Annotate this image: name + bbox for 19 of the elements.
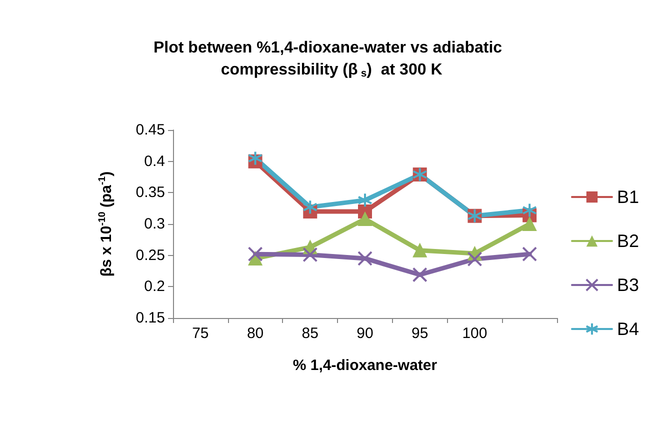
legend-label: B2 <box>616 231 640 251</box>
y-tick-label: 0.45 <box>136 122 165 138</box>
x-axis-title: % 1,4-dioxane-water <box>292 357 438 374</box>
y-tick-label: 0.15 <box>136 310 165 326</box>
y-tick-label: 0.4 <box>144 152 165 170</box>
x-tick-label: 95 <box>412 325 428 342</box>
x-tick-label: 75 <box>192 325 209 342</box>
y-tick-label: 0.3 <box>144 216 165 232</box>
x-tick-label: 80 <box>246 325 264 342</box>
legend-label: B4 <box>616 319 640 339</box>
y-tick-label: 0.25 <box>136 246 165 264</box>
x-tick-label: 100 <box>462 325 488 342</box>
legend-label: B1 <box>616 187 640 207</box>
x-tick-label: 85 <box>302 325 318 342</box>
y-tick-label: 0.35 <box>136 184 165 202</box>
y-tick-label: 0.2 <box>144 278 165 296</box>
y-axis-title: βs x 10-10 (pa-1) <box>97 171 115 277</box>
x-tick-label: 90 <box>356 325 374 342</box>
legend-label: B3 <box>616 275 640 295</box>
